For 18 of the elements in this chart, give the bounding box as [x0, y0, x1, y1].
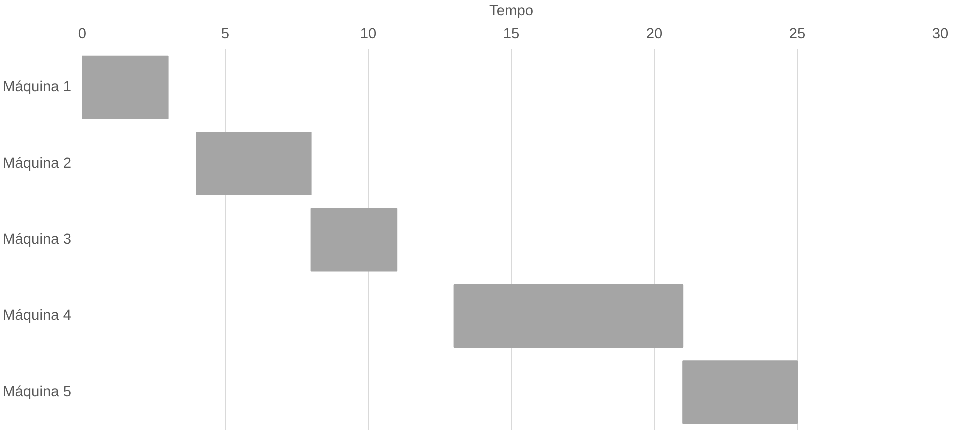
x-tick-label: 20 — [646, 26, 663, 42]
y-tick-label: Máquina 5 — [3, 384, 72, 400]
bar — [82, 56, 169, 120]
x-tick-label: 5 — [221, 26, 230, 42]
x-tick-label: 15 — [503, 26, 520, 42]
bar — [196, 132, 312, 196]
bar — [454, 284, 684, 348]
x-tick-label: 10 — [360, 26, 377, 42]
x-tick-label: 25 — [789, 26, 806, 42]
bar — [682, 360, 798, 424]
x-tick-label: 30 — [932, 26, 949, 42]
y-tick-label: Máquina 3 — [3, 232, 72, 248]
x-tick-label: 0 — [78, 26, 87, 42]
bar — [310, 208, 398, 272]
y-tick-label: Máquina 1 — [3, 80, 72, 96]
x-axis-title: Tempo — [490, 4, 534, 20]
y-tick-label: Máquina 2 — [3, 156, 72, 172]
y-tick-label: Máquina 4 — [3, 308, 72, 324]
